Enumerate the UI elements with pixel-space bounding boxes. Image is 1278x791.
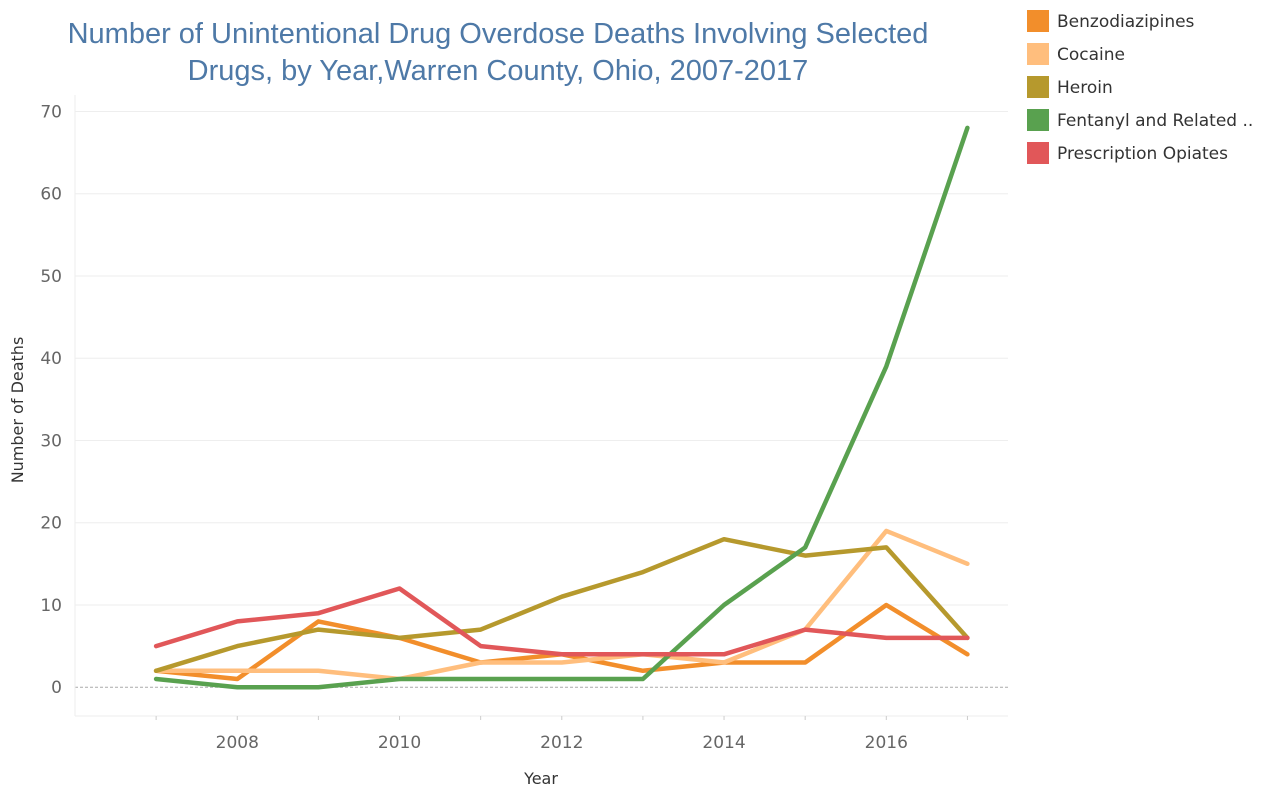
legend-item[interactable]: Prescription Opiates bbox=[1027, 142, 1228, 164]
legend-label: Benzodiazipines bbox=[1057, 12, 1195, 32]
x-axis-title: Year bbox=[523, 769, 558, 788]
series-line-3[interactable] bbox=[153, 125, 970, 690]
legend-item[interactable]: Fentanyl and Related .. bbox=[1027, 109, 1253, 131]
legend-swatch bbox=[1027, 109, 1049, 131]
legend-label: Heroin bbox=[1057, 78, 1113, 98]
legend-item[interactable]: Benzodiazipines bbox=[1027, 10, 1195, 32]
y-tick-label: 10 bbox=[40, 596, 62, 616]
series-lines bbox=[153, 125, 970, 690]
legend-swatch bbox=[1027, 142, 1049, 164]
y-tick-label: 50 bbox=[40, 267, 62, 287]
chart-title-line-2: Drugs, by Year,Warren County, Ohio, 2007… bbox=[188, 55, 809, 87]
chart-title-line-1: Number of Unintentional Drug Overdose De… bbox=[68, 18, 929, 50]
y-tick-label: 40 bbox=[40, 349, 62, 369]
legend-label: Prescription Opiates bbox=[1057, 144, 1228, 164]
x-tick-label: 2014 bbox=[702, 733, 745, 753]
y-tick-label: 30 bbox=[40, 431, 62, 451]
legend-swatch bbox=[1027, 76, 1049, 98]
gridlines bbox=[74, 95, 1008, 717]
y-axis-ticks: 0 10 20 30 40 50 60 70 bbox=[40, 102, 62, 698]
x-tick-label: 2012 bbox=[540, 733, 583, 753]
y-tick-label: 60 bbox=[40, 185, 62, 205]
y-tick-label: 70 bbox=[40, 102, 62, 122]
y-tick-label: 0 bbox=[51, 678, 62, 698]
legend-label: Cocaine bbox=[1057, 45, 1125, 65]
x-tick-label: 2008 bbox=[216, 733, 259, 753]
chart-title: Number of Unintentional Drug Overdose De… bbox=[68, 18, 929, 87]
series-line-2[interactable] bbox=[153, 536, 970, 674]
y-tick-label: 20 bbox=[40, 514, 62, 534]
legend[interactable]: Benzodiazipines Cocaine Heroin Fentanyl and… bbox=[1027, 10, 1253, 164]
x-tick-label: 2016 bbox=[865, 733, 908, 753]
y-axis-title: Number of Deaths bbox=[8, 337, 27, 484]
series-line-1[interactable] bbox=[153, 528, 970, 682]
x-tick-label: 2010 bbox=[378, 733, 421, 753]
legend-item[interactable]: Cocaine bbox=[1027, 43, 1125, 65]
legend-swatch bbox=[1027, 43, 1049, 65]
x-axis-ticks: 2008 2010 2012 2014 2016 bbox=[155, 716, 968, 753]
legend-item[interactable]: Heroin bbox=[1027, 76, 1113, 98]
series-line-4[interactable] bbox=[153, 586, 970, 657]
legend-label: Fentanyl and Related .. bbox=[1057, 111, 1253, 131]
legend-swatch bbox=[1027, 10, 1049, 32]
